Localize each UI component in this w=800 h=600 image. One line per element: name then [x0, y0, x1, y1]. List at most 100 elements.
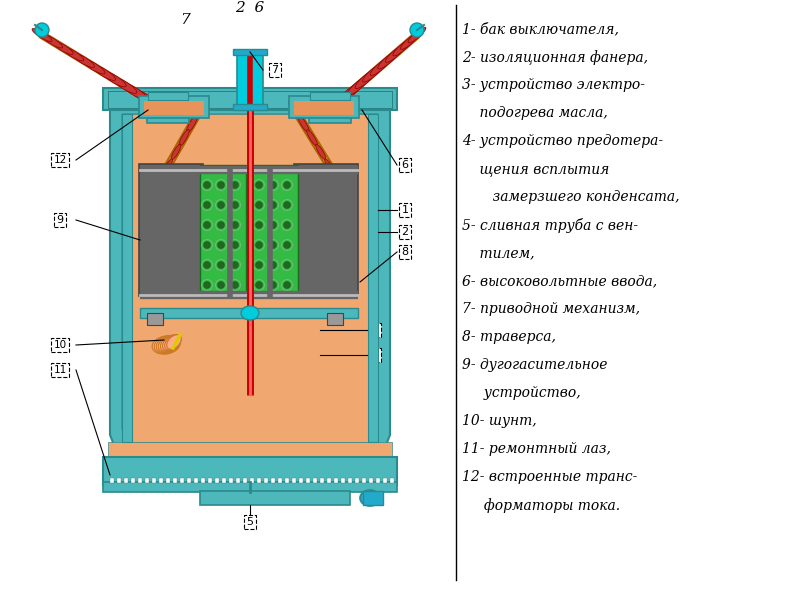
FancyBboxPatch shape	[368, 114, 378, 442]
Ellipse shape	[154, 335, 180, 353]
Circle shape	[283, 281, 290, 289]
Circle shape	[218, 241, 225, 248]
FancyBboxPatch shape	[233, 49, 267, 55]
Circle shape	[203, 262, 210, 269]
Ellipse shape	[158, 335, 181, 352]
Circle shape	[255, 181, 262, 188]
FancyBboxPatch shape	[103, 88, 397, 110]
FancyBboxPatch shape	[376, 478, 380, 483]
FancyBboxPatch shape	[264, 478, 268, 483]
Polygon shape	[122, 114, 378, 457]
Circle shape	[231, 281, 238, 289]
Ellipse shape	[178, 130, 190, 146]
Text: 2: 2	[402, 227, 409, 237]
Circle shape	[218, 181, 225, 188]
Text: 8- траверса,: 8- траверса,	[462, 330, 556, 344]
Ellipse shape	[386, 45, 405, 62]
Circle shape	[203, 241, 210, 248]
Ellipse shape	[166, 335, 182, 349]
Circle shape	[231, 241, 238, 248]
Circle shape	[255, 241, 262, 248]
FancyBboxPatch shape	[278, 478, 282, 483]
FancyBboxPatch shape	[173, 478, 177, 483]
Ellipse shape	[150, 101, 179, 119]
Circle shape	[270, 202, 277, 208]
Circle shape	[283, 221, 290, 229]
FancyBboxPatch shape	[139, 164, 203, 296]
FancyBboxPatch shape	[257, 478, 261, 483]
FancyBboxPatch shape	[369, 478, 373, 483]
Text: 7: 7	[271, 65, 278, 75]
Text: 1: 1	[402, 205, 409, 215]
Ellipse shape	[340, 81, 363, 101]
FancyBboxPatch shape	[103, 457, 397, 485]
FancyBboxPatch shape	[138, 478, 142, 483]
Ellipse shape	[393, 39, 412, 56]
Text: 3: 3	[371, 350, 378, 360]
FancyBboxPatch shape	[200, 165, 246, 295]
Circle shape	[270, 262, 277, 269]
Text: 5: 5	[246, 517, 254, 527]
Circle shape	[203, 181, 210, 188]
Ellipse shape	[347, 75, 370, 95]
Text: 10: 10	[54, 340, 66, 350]
FancyBboxPatch shape	[310, 92, 350, 100]
Ellipse shape	[306, 130, 318, 146]
Ellipse shape	[318, 99, 342, 121]
Ellipse shape	[82, 59, 105, 74]
FancyBboxPatch shape	[117, 478, 121, 483]
FancyBboxPatch shape	[140, 308, 358, 318]
Text: 11: 11	[54, 365, 66, 375]
Text: 7: 7	[180, 13, 190, 27]
FancyBboxPatch shape	[148, 102, 188, 110]
FancyBboxPatch shape	[355, 478, 359, 483]
Ellipse shape	[163, 158, 173, 173]
Text: 11- ремонтный лаз,: 11- ремонтный лаз,	[462, 442, 611, 456]
FancyBboxPatch shape	[310, 102, 350, 110]
FancyBboxPatch shape	[103, 482, 397, 492]
Circle shape	[270, 221, 277, 229]
Ellipse shape	[325, 93, 350, 115]
FancyBboxPatch shape	[229, 478, 233, 483]
FancyBboxPatch shape	[215, 478, 219, 483]
FancyBboxPatch shape	[144, 101, 204, 115]
Ellipse shape	[152, 336, 180, 354]
FancyBboxPatch shape	[208, 478, 212, 483]
FancyBboxPatch shape	[271, 478, 275, 483]
Circle shape	[283, 181, 290, 188]
Ellipse shape	[171, 144, 181, 160]
FancyBboxPatch shape	[194, 478, 198, 483]
Circle shape	[203, 221, 210, 229]
Ellipse shape	[408, 27, 426, 43]
Circle shape	[231, 221, 238, 229]
FancyBboxPatch shape	[166, 478, 170, 483]
Circle shape	[35, 23, 49, 37]
FancyBboxPatch shape	[180, 478, 184, 483]
Ellipse shape	[141, 95, 169, 113]
Ellipse shape	[131, 89, 158, 106]
FancyBboxPatch shape	[252, 165, 298, 295]
Text: 4- устройство предотера-: 4- устройство предотера-	[462, 134, 663, 148]
Ellipse shape	[362, 63, 384, 82]
Text: 9- дугогасительное: 9- дугогасительное	[462, 358, 607, 372]
FancyBboxPatch shape	[147, 313, 163, 325]
Text: 10- шунт,: 10- шунт,	[462, 414, 537, 428]
FancyBboxPatch shape	[145, 478, 149, 483]
Text: 7- приводной механизм,: 7- приводной механизм,	[462, 302, 640, 316]
Ellipse shape	[332, 87, 357, 108]
FancyBboxPatch shape	[250, 478, 254, 483]
FancyBboxPatch shape	[222, 478, 226, 483]
Ellipse shape	[289, 101, 302, 119]
FancyBboxPatch shape	[327, 313, 343, 325]
FancyBboxPatch shape	[306, 478, 310, 483]
Ellipse shape	[165, 335, 181, 350]
FancyBboxPatch shape	[320, 478, 324, 483]
Circle shape	[283, 202, 290, 208]
Text: 12: 12	[54, 155, 66, 165]
FancyBboxPatch shape	[122, 114, 132, 442]
FancyBboxPatch shape	[289, 96, 359, 118]
Circle shape	[218, 262, 225, 269]
FancyBboxPatch shape	[383, 478, 387, 483]
Ellipse shape	[194, 100, 206, 119]
FancyBboxPatch shape	[348, 478, 352, 483]
